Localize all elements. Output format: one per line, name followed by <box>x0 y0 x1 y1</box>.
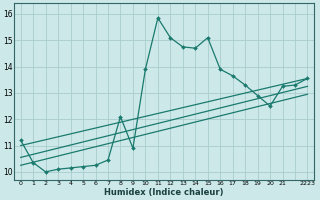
X-axis label: Humidex (Indice chaleur): Humidex (Indice chaleur) <box>104 188 224 197</box>
